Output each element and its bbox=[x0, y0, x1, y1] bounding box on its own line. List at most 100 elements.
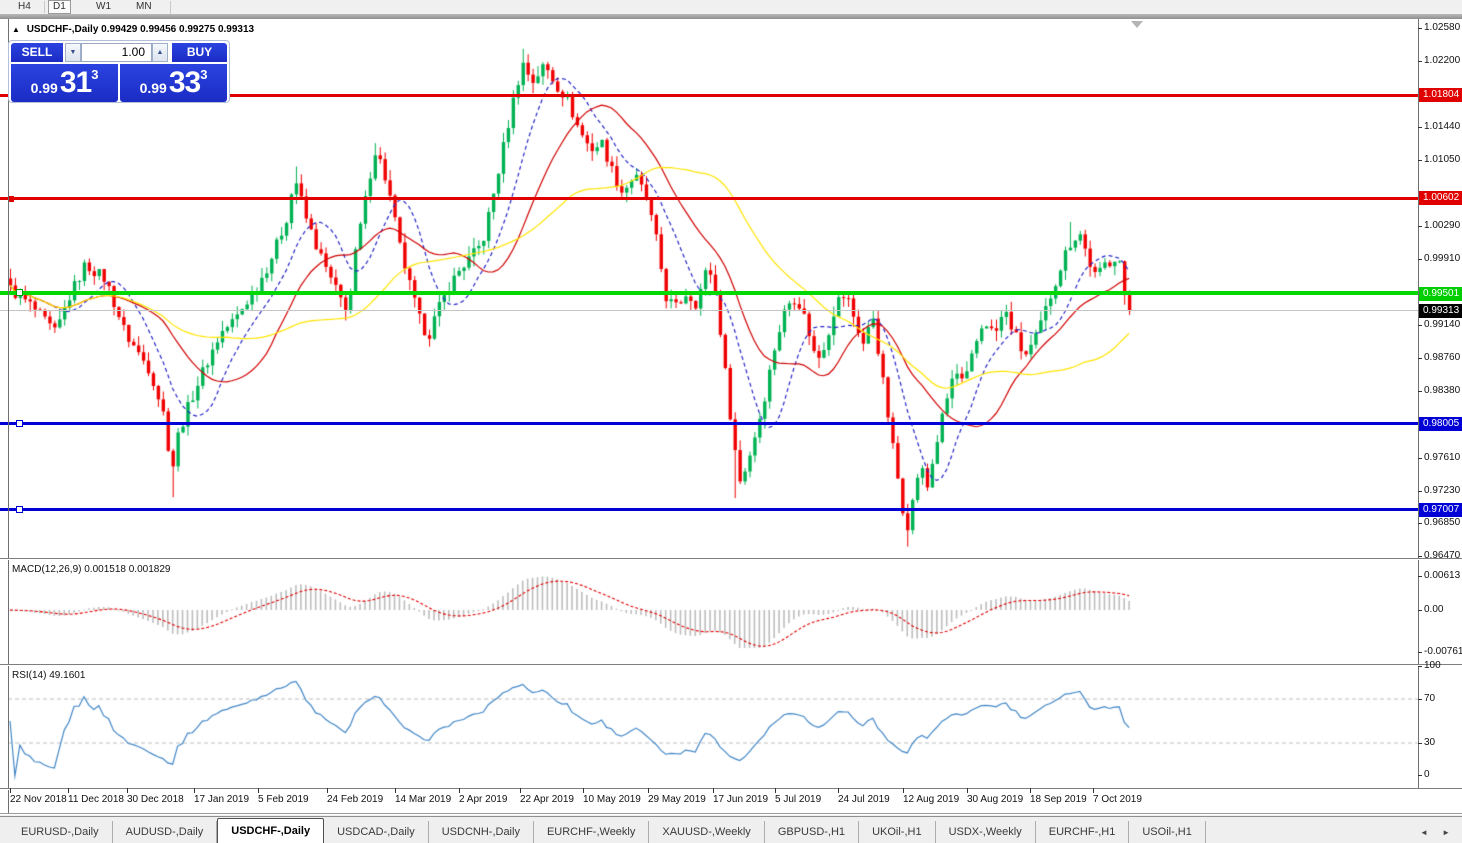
sell-price-pips: 31 bbox=[59, 66, 92, 99]
price-axis-border bbox=[1418, 19, 1419, 788]
price-tick: 0.96850 bbox=[1417, 517, 1461, 528]
date-label: 10 May 2019 bbox=[583, 788, 641, 805]
pane-divider bbox=[0, 558, 1462, 560]
rsi-axis-tick: 30 bbox=[1417, 737, 1436, 748]
resistance-line-1.01804[interactable] bbox=[0, 94, 1418, 97]
volume-decrease-button[interactable]: ▼ bbox=[65, 43, 81, 62]
window-divider bbox=[0, 14, 1462, 19]
tab-xauusd-weekly[interactable]: XAUUSD-,Weekly bbox=[649, 821, 765, 843]
buy-button[interactable]: BUY bbox=[172, 43, 227, 62]
macd-indicator-label: MACD(12,26,9) 0.001518 0.001829 bbox=[12, 564, 170, 575]
price-tick: 0.96470 bbox=[1417, 550, 1461, 561]
price-tick: 1.02580 bbox=[1417, 22, 1461, 33]
date-label: 5 Jul 2019 bbox=[775, 788, 822, 805]
period-button-mn[interactable]: MN bbox=[136, 1, 152, 12]
line-handle[interactable] bbox=[16, 289, 23, 296]
macd-axis-tick: -0.00761 bbox=[1417, 646, 1462, 657]
current-price-line bbox=[0, 310, 1418, 311]
price-badge-current: 0.99313 bbox=[1419, 304, 1462, 318]
line-handle[interactable] bbox=[8, 196, 14, 202]
buy-price-pips: 33 bbox=[168, 66, 201, 99]
support-line-0.97007[interactable] bbox=[0, 508, 1418, 511]
collapse-panel-icon[interactable]: ▲ bbox=[12, 25, 20, 34]
pane-divider bbox=[0, 788, 1462, 790]
support-line-0.99501[interactable] bbox=[0, 291, 1418, 295]
tab-usdcad-daily[interactable]: USDCAD-,Daily bbox=[324, 821, 429, 843]
macd-name: MACD(12,26,9) bbox=[12, 564, 82, 575]
date-label: 12 Aug 2019 bbox=[903, 788, 960, 805]
price-tick: 1.00290 bbox=[1417, 220, 1461, 231]
window-bottom-border bbox=[0, 813, 1462, 815]
period-button-d1[interactable]: D1 bbox=[48, 0, 71, 14]
price-tick: 0.97230 bbox=[1417, 485, 1461, 496]
date-label: 11 Dec 2018 bbox=[68, 788, 124, 805]
sell-price-button[interactable]: 0.99 31 3 bbox=[11, 64, 118, 102]
line-handle[interactable] bbox=[16, 506, 23, 513]
price-tick: 1.02200 bbox=[1417, 55, 1461, 66]
line-handle[interactable] bbox=[16, 420, 23, 427]
buy-price-prefix: 0.99 bbox=[139, 80, 167, 96]
date-label: 24 Jul 2019 bbox=[838, 788, 890, 805]
date-label: 2 Apr 2019 bbox=[459, 788, 508, 805]
tab-usoil-h1[interactable]: USOil-,H1 bbox=[1129, 821, 1206, 843]
price-tick: 1.01440 bbox=[1417, 121, 1461, 132]
date-label: 22 Apr 2019 bbox=[520, 788, 574, 805]
sell-button[interactable]: SELL bbox=[11, 43, 63, 62]
price-tick: 0.98760 bbox=[1417, 352, 1461, 363]
price-badge-support: 0.97007 bbox=[1419, 503, 1462, 517]
tab-usdchf-daily[interactable]: USDCHF-,Daily bbox=[217, 818, 325, 843]
period-button-w1[interactable]: W1 bbox=[96, 1, 111, 12]
price-badge-resistance: 1.00602 bbox=[1419, 191, 1462, 205]
rsi-axis-tick: 100 bbox=[1418, 660, 1441, 671]
tab-eurchf-weekly[interactable]: EURCHF-,Weekly bbox=[534, 821, 650, 843]
autoscroll-triangle-icon[interactable] bbox=[1131, 21, 1143, 28]
macd-axis-tick: 0.00613 bbox=[1417, 570, 1461, 581]
chart-symbol-period: USDCHF-,Daily bbox=[26, 24, 99, 35]
tab-eurchf-h1[interactable]: EURCHF-,H1 bbox=[1036, 821, 1130, 843]
toolbar-separator bbox=[44, 1, 45, 13]
period-button-h4[interactable]: H4 bbox=[18, 1, 31, 12]
price-badge-support: 0.98005 bbox=[1419, 417, 1462, 431]
date-label: 7 Oct 2019 bbox=[1093, 788, 1142, 805]
buy-price-button[interactable]: 0.99 33 3 bbox=[120, 64, 227, 102]
sell-price-point: 3 bbox=[91, 66, 99, 82]
price-chart-canvas[interactable] bbox=[8, 19, 1418, 788]
rsi-axis-tick: 70 bbox=[1417, 693, 1436, 704]
toolbar-separator bbox=[170, 1, 171, 14]
chart-tab-bar: EURUSD-,Daily AUDUSD-,Daily USDCHF-,Dail… bbox=[0, 816, 1462, 843]
chart-ohlc-values: 0.99429 0.99456 0.99275 0.99313 bbox=[101, 24, 255, 35]
macd-values: 0.001518 0.001829 bbox=[84, 564, 171, 575]
support-line-0.98005[interactable] bbox=[0, 422, 1418, 425]
date-label: 17 Jan 2019 bbox=[194, 788, 250, 805]
pane-divider bbox=[0, 664, 1462, 666]
price-tick: 0.99910 bbox=[1417, 253, 1461, 264]
price-tick: 0.97610 bbox=[1417, 452, 1461, 463]
rsi-value: 49.1601 bbox=[49, 670, 86, 681]
buy-price-point: 3 bbox=[200, 66, 208, 82]
macd-axis-tick: 0.00 bbox=[1417, 604, 1444, 615]
tab-eurusd-daily[interactable]: EURUSD-,Daily bbox=[8, 821, 113, 843]
price-tick: 1.01050 bbox=[1417, 154, 1461, 165]
one-click-trading-panel: SELL ▼ 1.00 ▲ BUY 0.99 31 3 0.99 33 3 bbox=[8, 40, 230, 103]
tab-scroll-arrows-icon[interactable]: ◄ ► bbox=[1419, 828, 1456, 837]
tab-usdcnh-daily[interactable]: USDCNH-,Daily bbox=[429, 821, 534, 843]
price-tick: 0.99140 bbox=[1417, 319, 1461, 330]
date-label: 22 Nov 2018 bbox=[10, 788, 67, 805]
tab-usdx-weekly[interactable]: USDX-,Weekly bbox=[936, 821, 1036, 843]
date-label: 24 Feb 2019 bbox=[327, 788, 384, 805]
tab-gbpusd-h1[interactable]: GBPUSD-,H1 bbox=[765, 821, 860, 843]
date-label: 18 Sep 2019 bbox=[1030, 788, 1087, 805]
plot-left-border bbox=[8, 19, 9, 813]
volume-increase-button[interactable]: ▲ bbox=[152, 43, 168, 62]
date-label: 30 Dec 2018 bbox=[127, 788, 184, 805]
tab-audusd-daily[interactable]: AUDUSD-,Daily bbox=[113, 821, 218, 843]
tab-ukoil-h1[interactable]: UKOil-,H1 bbox=[859, 821, 936, 843]
price-badge-resistance: 1.01804 bbox=[1419, 88, 1462, 102]
date-label: 17 Jun 2019 bbox=[713, 788, 769, 805]
date-label: 29 May 2019 bbox=[648, 788, 706, 805]
price-badge-support: 0.99501 bbox=[1419, 287, 1462, 301]
resistance-line-1.00602[interactable] bbox=[0, 197, 1418, 200]
volume-input[interactable]: 1.00 bbox=[81, 43, 152, 62]
price-tick: 0.98380 bbox=[1417, 385, 1461, 396]
date-label: 14 Mar 2019 bbox=[395, 788, 452, 805]
